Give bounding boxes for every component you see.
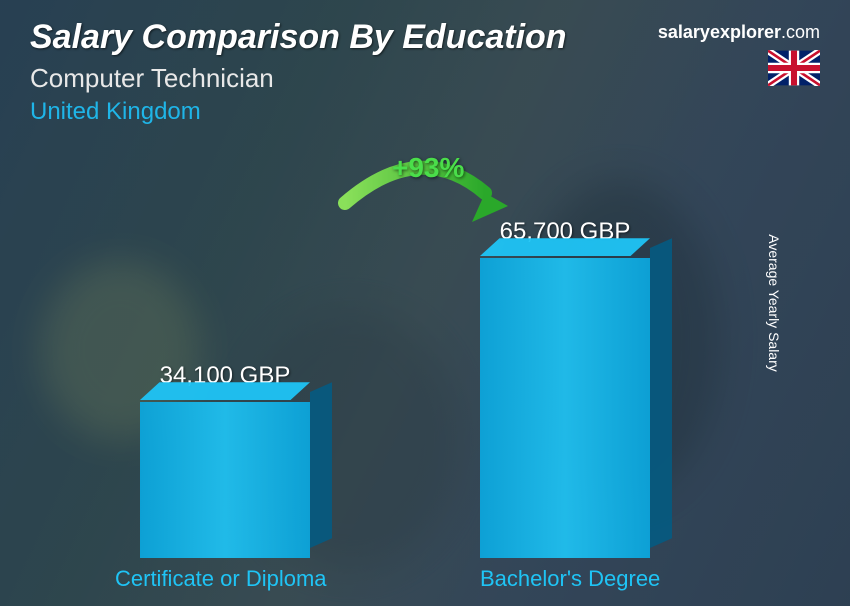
job-title: Computer Technician — [30, 63, 820, 94]
bar-chart: +93% 34,100 GBP 65,700 GBP Certificate o… — [0, 140, 810, 606]
bar-front-face — [140, 402, 310, 558]
bar-category-label: Bachelor's Degree — [480, 566, 660, 592]
bar-front-face — [480, 258, 650, 558]
brand-logo: salaryexplorer.com — [658, 22, 820, 43]
bar-top-face — [140, 382, 310, 402]
country-name: United Kingdom — [30, 98, 820, 126]
bar-side-face — [310, 382, 332, 548]
bar-top-face — [480, 238, 650, 258]
bar-0: 34,100 GBP — [130, 362, 320, 558]
uk-flag-icon — [768, 50, 820, 86]
brand-name-tld: .com — [781, 22, 820, 42]
bar-1: 65,700 GBP — [470, 218, 660, 558]
pct-change-label: +93% — [392, 152, 464, 184]
bar-category-label: Certificate or Diploma — [115, 566, 327, 592]
brand-name-bold: salaryexplorer — [658, 22, 781, 42]
bar-side-face — [650, 238, 672, 548]
